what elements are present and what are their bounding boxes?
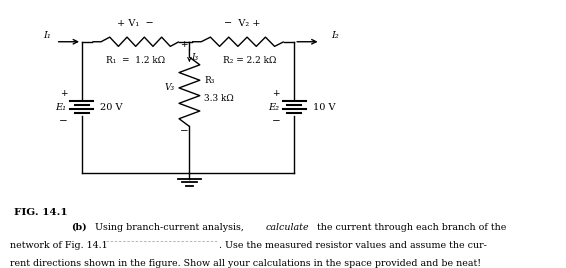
Text: −: − — [272, 117, 280, 126]
Text: I₃: I₃ — [191, 53, 198, 62]
Text: R₁  =  1.2 kΩ: R₁ = 1.2 kΩ — [106, 56, 165, 65]
Text: E₂: E₂ — [269, 103, 280, 112]
Text: I₂: I₂ — [331, 31, 338, 40]
Text: + V₁  −: + V₁ − — [117, 19, 154, 28]
Text: R₂ = 2.2 kΩ: R₂ = 2.2 kΩ — [223, 56, 276, 65]
Text: E₁: E₁ — [55, 103, 66, 112]
Text: −: − — [59, 117, 68, 126]
Text: −  V₂ +: − V₂ + — [224, 19, 260, 28]
Text: 10 V: 10 V — [312, 103, 335, 112]
Text: R₃: R₃ — [204, 76, 215, 85]
Text: 20 V: 20 V — [100, 103, 123, 112]
Text: Using branch-current analysis,: Using branch-current analysis, — [89, 223, 247, 232]
Text: rent directions shown in the figure. Show all your calculations in the space pro: rent directions shown in the figure. Sho… — [10, 259, 481, 267]
Text: 3.3 kΩ: 3.3 kΩ — [204, 94, 234, 103]
Text: −: − — [180, 127, 188, 136]
Text: +: + — [272, 88, 280, 98]
Text: FIG. 14.1: FIG. 14.1 — [14, 208, 67, 217]
Text: the current through each branch of the: the current through each branch of the — [314, 223, 506, 232]
Text: (b): (b) — [71, 223, 87, 232]
Text: +: + — [181, 40, 188, 49]
Text: V₃: V₃ — [165, 83, 175, 92]
Text: network of Fig. 14.1: network of Fig. 14.1 — [10, 241, 108, 250]
Text: I₁: I₁ — [43, 31, 50, 40]
Text: . Use the measured resistor values and assume the cur-: . Use the measured resistor values and a… — [219, 241, 487, 250]
Text: +: + — [60, 88, 67, 98]
Text: calculate: calculate — [265, 223, 309, 232]
